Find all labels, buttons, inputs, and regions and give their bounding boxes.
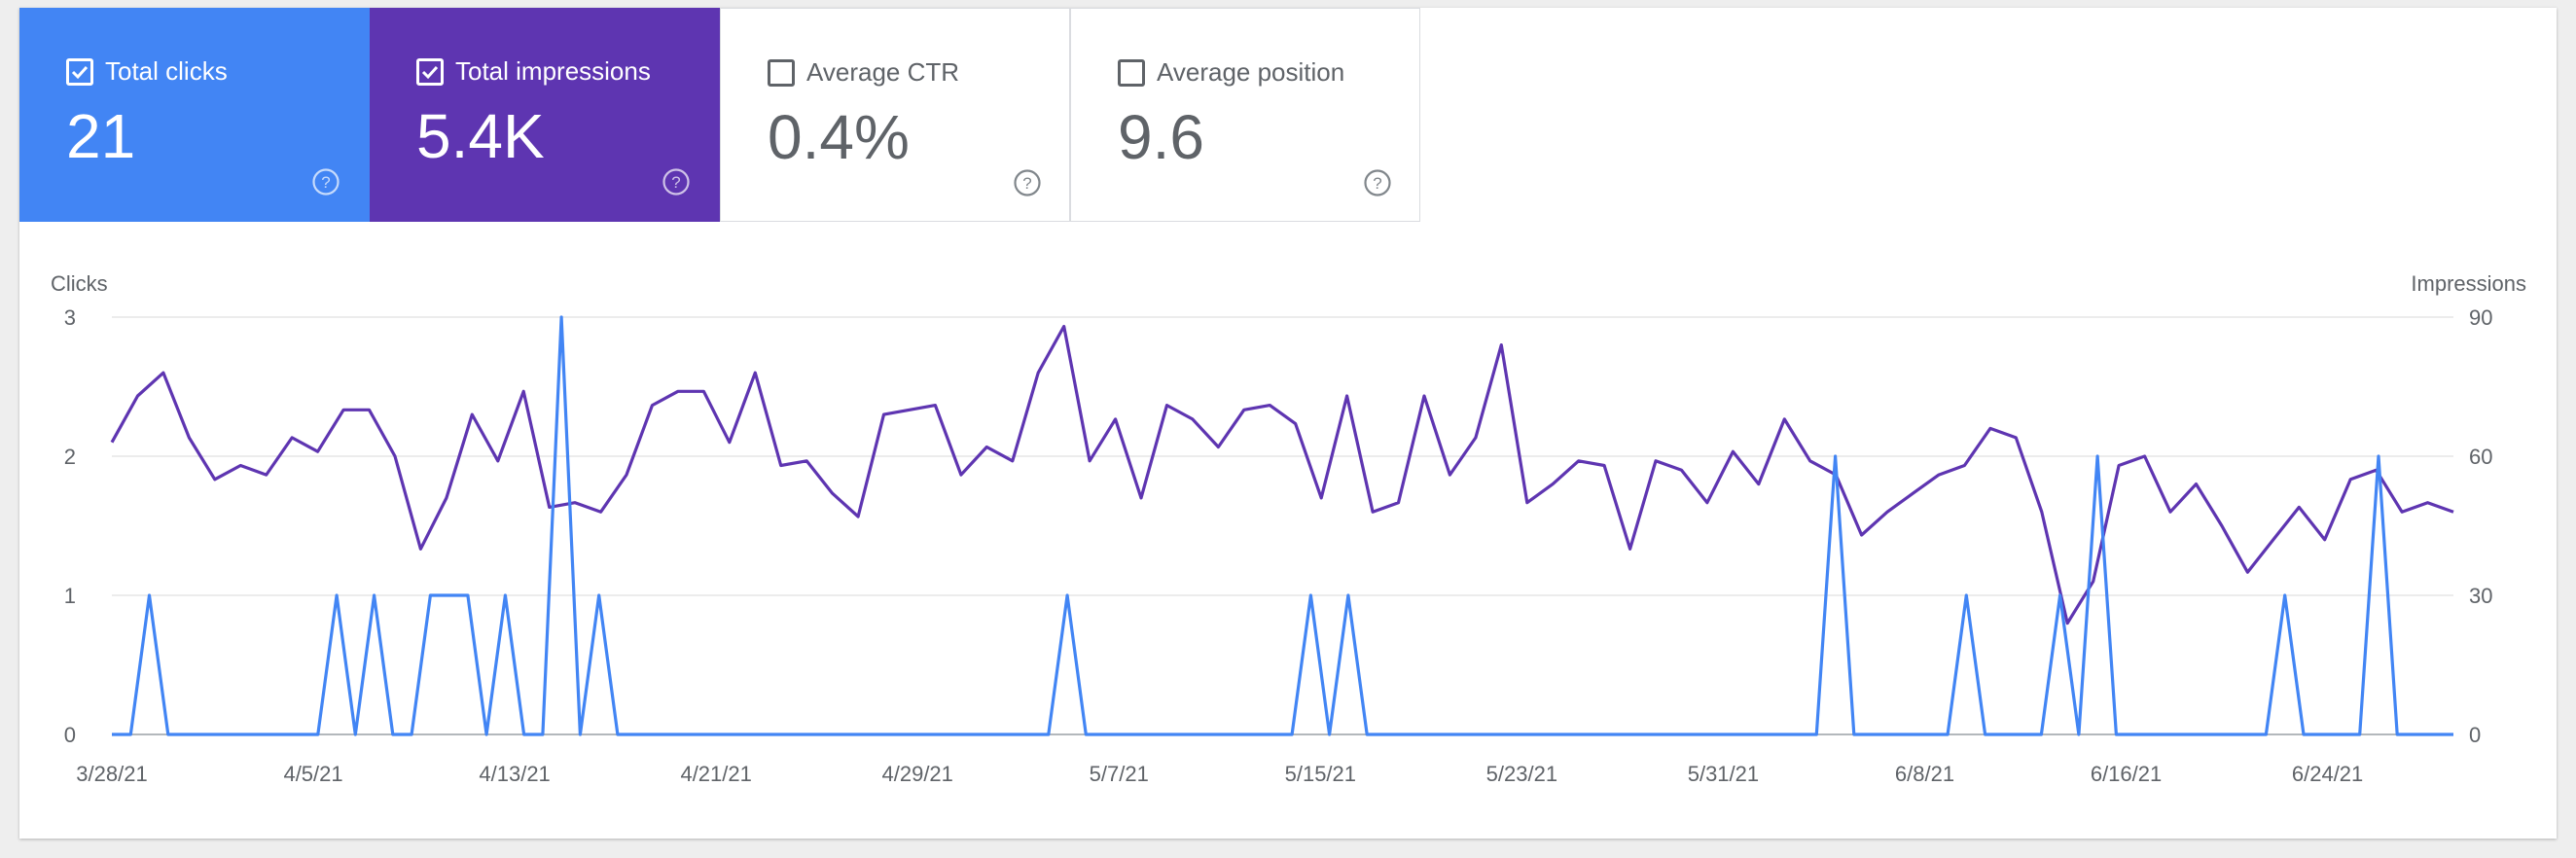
x-tick-label: 5/15/21 (1285, 762, 1356, 786)
series-line-impressions (110, 324, 2454, 626)
performance-panel: Total clicks 21 ? Total impressions 5.4K… (19, 8, 2557, 839)
x-tick-label: 6/8/21 (1895, 762, 1954, 786)
y2-tick-label: 60 (2469, 445, 2492, 469)
metric-card-average-position[interactable]: Average position 9.6 ? (1070, 8, 1420, 222)
svg-text:?: ? (1373, 174, 1381, 193)
x-tick-label: 6/16/21 (2091, 762, 2162, 786)
y2-tick-label: 30 (2469, 584, 2492, 608)
metric-card-total-impressions[interactable]: Total impressions 5.4K ? (370, 8, 720, 222)
svg-text:?: ? (321, 173, 330, 192)
y-tick-label: 1 (64, 584, 76, 608)
help-icon[interactable]: ? (311, 167, 340, 197)
metric-label: Total clicks (105, 56, 228, 86)
x-tick-label: 4/21/21 (680, 762, 751, 786)
x-tick-label: 4/5/21 (283, 762, 342, 786)
metric-value: 5.4K (416, 101, 545, 171)
checkbox-unchecked-icon[interactable] (768, 59, 795, 87)
y2-tick-label: 90 (2469, 305, 2492, 330)
metric-value: 9.6 (1118, 102, 1204, 172)
metric-card-average-ctr[interactable]: Average CTR 0.4% ? (720, 8, 1070, 222)
help-icon[interactable]: ? (1013, 168, 1042, 197)
y-tick-label: 2 (64, 445, 76, 469)
metric-label: Total impressions (455, 56, 651, 86)
checkbox-checked-icon[interactable] (416, 58, 444, 86)
x-tick-label: 5/7/21 (1090, 762, 1149, 786)
metric-value: 21 (66, 101, 136, 171)
x-tick-label: 3/28/21 (76, 762, 147, 786)
y-tick-label: 0 (64, 723, 76, 747)
y-tick-label: 3 (64, 305, 76, 330)
x-tick-label: 5/23/21 (1486, 762, 1557, 786)
y-axis-title: Clicks (51, 271, 108, 296)
help-icon[interactable]: ? (662, 167, 691, 197)
x-tick-label: 4/29/21 (882, 762, 953, 786)
svg-text:?: ? (671, 173, 680, 192)
y2-tick-label: 0 (2469, 723, 2481, 747)
metric-value: 0.4% (768, 102, 910, 172)
checkbox-unchecked-icon[interactable] (1118, 59, 1145, 87)
y2-axis-title: Impressions (2411, 271, 2526, 296)
series-line-clicks (112, 315, 2453, 736)
checkbox-checked-icon[interactable] (66, 58, 93, 86)
x-tick-label: 4/13/21 (479, 762, 550, 786)
x-tick-label: 6/24/21 (2292, 762, 2363, 786)
help-icon[interactable]: ? (1363, 168, 1392, 197)
svg-text:?: ? (1022, 174, 1031, 193)
x-tick-label: 5/31/21 (1688, 762, 1759, 786)
metric-label: Average position (1157, 57, 1345, 87)
metric-card-total-clicks[interactable]: Total clicks 21 ? (19, 8, 370, 222)
metric-label: Average CTR (806, 57, 960, 87)
